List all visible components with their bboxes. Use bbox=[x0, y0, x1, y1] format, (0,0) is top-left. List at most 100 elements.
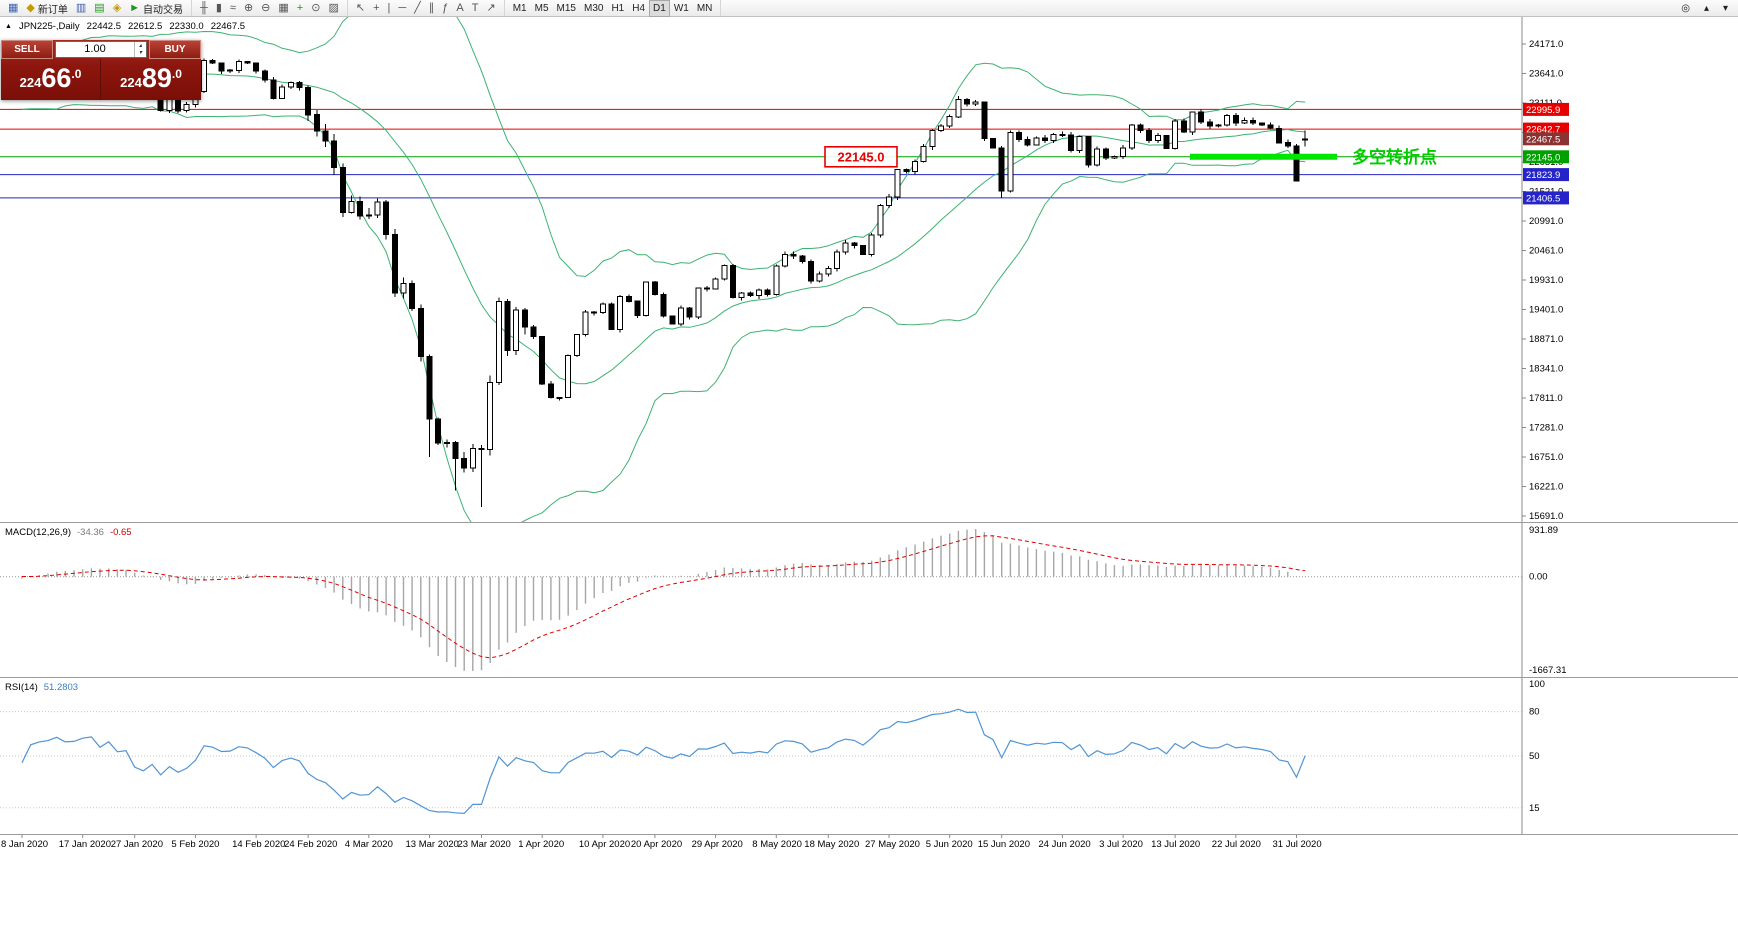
svg-text:1 Apr 2020: 1 Apr 2020 bbox=[518, 839, 564, 850]
periods-icon-glyph: ⊙ bbox=[311, 2, 321, 14]
macd-panel[interactable]: 931.89 0.00 -1667.31 bbox=[0, 523, 1738, 677]
symbol-period-label: JPN225-,Daily bbox=[18, 21, 80, 32]
templates-icon-glyph: ▨ bbox=[328, 2, 339, 14]
price-chart[interactable]: 22145.0多空转折点24171.023641.023111.022581.0… bbox=[0, 17, 1738, 522]
crosshair-icon-glyph: + bbox=[373, 2, 380, 14]
tile-windows-icon[interactable]: ▦ bbox=[274, 0, 292, 17]
tf-w1-button-label: W1 bbox=[673, 2, 689, 14]
svg-text:100: 100 bbox=[1529, 679, 1545, 690]
horizontal-line-icon[interactable]: ─ bbox=[394, 0, 410, 17]
rsi-value: 51.2803 bbox=[43, 682, 79, 693]
overflow-down-icon[interactable]: ▾ bbox=[1722, 2, 1728, 14]
vertical-line-icon-glyph: | bbox=[387, 2, 391, 14]
auto-trading-button[interactable]: ► 自动交易 bbox=[125, 0, 187, 17]
buy-button[interactable]: BUY bbox=[149, 40, 201, 59]
panel-divider[interactable] bbox=[0, 677, 1738, 678]
rsi-panel[interactable]: 100 80 50 15 bbox=[0, 678, 1738, 834]
svg-text:13 Mar 2020: 13 Mar 2020 bbox=[406, 839, 459, 850]
rsi-label: RSI(14) 51.2803 bbox=[5, 682, 78, 693]
crosshair-icon[interactable]: + bbox=[369, 0, 383, 17]
chart-window-icon[interactable]: ▦ bbox=[4, 0, 22, 17]
vertical-line-icon[interactable]: | bbox=[384, 0, 395, 17]
candlestick-chart-icon[interactable]: ▮ bbox=[212, 0, 226, 17]
tf-d1-button-label: D1 bbox=[653, 2, 666, 14]
tf-mn-button[interactable]: MN bbox=[693, 0, 717, 17]
market-watch-icon[interactable]: ▥ bbox=[72, 0, 90, 17]
line-chart-icon[interactable]: ≈ bbox=[226, 0, 240, 17]
low-value: 22330.0 bbox=[169, 21, 204, 32]
tf-h4-button[interactable]: H4 bbox=[628, 0, 649, 17]
svg-text:20991.0: 20991.0 bbox=[1529, 216, 1563, 227]
sell-button[interactable]: SELL bbox=[1, 40, 53, 59]
sell-price[interactable]: 224 66.0 bbox=[1, 59, 101, 100]
svg-text:931.89: 931.89 bbox=[1529, 525, 1558, 536]
tf-m5-button[interactable]: M5 bbox=[531, 0, 553, 17]
toolbar-right-group: ◎ ▴ ▾ bbox=[1671, 0, 1738, 17]
date-axis[interactable]: 8 Jan 2020 17 Jan 2020 27 Jan 2020 5 Feb 20… bbox=[0, 835, 1738, 852]
chart-window-icon-glyph: ▦ bbox=[8, 2, 19, 14]
timeframes-group: M1 M5 M15 M30 H1 H4 D1 W1 MN bbox=[505, 0, 722, 17]
svg-text:18871.0: 18871.0 bbox=[1529, 334, 1563, 345]
buy-price[interactable]: 224 89.0 bbox=[120, 63, 182, 93]
indicators-icon[interactable]: + bbox=[293, 0, 307, 17]
arrows-icon-glyph: ↗ bbox=[486, 2, 496, 14]
close-value: 22467.5 bbox=[210, 21, 246, 32]
svg-text:18 May 2020: 18 May 2020 bbox=[804, 839, 859, 850]
volume-value[interactable]: 1.00 bbox=[84, 43, 106, 55]
volume-down-icon[interactable]: ▾ bbox=[138, 49, 142, 56]
data-window-icon[interactable]: ▤ bbox=[90, 0, 108, 17]
standard-group: ▦ ◆ 新订单 ▥ ▤ ◈ ► 自动交易 bbox=[0, 0, 193, 17]
fibonacci-icon[interactable]: ƒ bbox=[438, 0, 452, 17]
templates-icon[interactable]: ▨ bbox=[324, 0, 342, 17]
macd-signal-value: -0.65 bbox=[109, 527, 132, 538]
volume-up-icon[interactable]: ▴ bbox=[138, 42, 142, 49]
navigator-icon[interactable]: ◈ bbox=[109, 0, 125, 17]
svg-text:8 May 2020: 8 May 2020 bbox=[752, 839, 802, 850]
tf-m15-button[interactable]: M15 bbox=[553, 0, 580, 17]
toolbar: ▦ ◆ 新订单 ▥ ▤ ◈ ► 自动交易 ╫ ▮ ≈ ⊕ ⊖ ▦ + ⊙ ▨ ↖ + | ─ ╱ ∥ ƒ A T ↗ M1 M5 M15 M… bbox=[0, 0, 1738, 17]
svg-text:22642.7: 22642.7 bbox=[1526, 125, 1560, 136]
auto-trading-glyph: ► bbox=[129, 2, 141, 14]
one-click-trade-panel: SELL 1.00 ▴ ▾ BUY 224 66.0 224 89.0 bbox=[1, 40, 201, 100]
panel-divider[interactable] bbox=[0, 522, 1738, 523]
text-label-icon[interactable]: T bbox=[468, 0, 483, 17]
trendline-icon[interactable]: ╱ bbox=[410, 0, 425, 17]
periods-icon[interactable]: ⊙ bbox=[307, 0, 324, 17]
svg-text:4 Mar 2020: 4 Mar 2020 bbox=[345, 839, 393, 850]
svg-text:0.00: 0.00 bbox=[1529, 572, 1548, 583]
market-watch-icon-glyph: ▥ bbox=[75, 2, 87, 14]
candlestick-chart-icon-glyph: ▮ bbox=[215, 2, 222, 14]
svg-text:17 Jan 2020: 17 Jan 2020 bbox=[59, 839, 111, 850]
tf-h1-button-label: H1 bbox=[611, 2, 625, 14]
arrows-icon[interactable]: ↗ bbox=[483, 0, 500, 17]
tf-m1-button[interactable]: M1 bbox=[509, 0, 531, 17]
volume-input[interactable]: 1.00 ▴ ▾ bbox=[55, 41, 147, 58]
indicators-icon-glyph: + bbox=[296, 2, 304, 14]
overflow-up-icon[interactable]: ▴ bbox=[1703, 2, 1709, 14]
svg-text:23 Mar 2020: 23 Mar 2020 bbox=[458, 839, 511, 850]
tf-h1-button[interactable]: H1 bbox=[607, 0, 628, 17]
svg-text:15: 15 bbox=[1529, 803, 1540, 814]
bar-chart-icon-glyph: ╫ bbox=[200, 2, 208, 14]
svg-text:24 Feb 2020: 24 Feb 2020 bbox=[284, 839, 337, 850]
zoom-in-icon[interactable]: ⊕ bbox=[240, 0, 257, 17]
zoom-out-icon[interactable]: ⊖ bbox=[257, 0, 274, 17]
new-order-button[interactable]: ◆ 新订单 bbox=[22, 0, 71, 17]
tf-m30-button[interactable]: M30 bbox=[580, 0, 607, 17]
bar-chart-icon[interactable]: ╫ bbox=[196, 0, 212, 17]
cursor-icon-glyph: ↖ bbox=[355, 2, 366, 14]
svg-text:10 Apr 2020: 10 Apr 2020 bbox=[579, 839, 630, 850]
trendline-icon-glyph: ╱ bbox=[414, 2, 421, 14]
cursor-icon[interactable]: ↖ bbox=[352, 0, 369, 17]
tf-d1-button[interactable]: D1 bbox=[649, 0, 670, 17]
symbol-marker-icon: ▲ bbox=[5, 23, 12, 30]
text-icon[interactable]: A bbox=[452, 0, 467, 17]
volume-stepper[interactable]: ▴ ▾ bbox=[134, 42, 146, 57]
tf-w1-button[interactable]: W1 bbox=[670, 0, 693, 17]
macd-label: MACD(12,26,9) -34.36 -0.65 bbox=[5, 527, 132, 538]
search-icon[interactable]: ◎ bbox=[1681, 2, 1690, 14]
svg-text:15 Jun 2020: 15 Jun 2020 bbox=[978, 839, 1030, 850]
channel-icon[interactable]: ∥ bbox=[425, 0, 439, 17]
svg-text:20 Apr 2020: 20 Apr 2020 bbox=[631, 839, 682, 850]
svg-text:多空转折点: 多空转折点 bbox=[1352, 147, 1437, 167]
